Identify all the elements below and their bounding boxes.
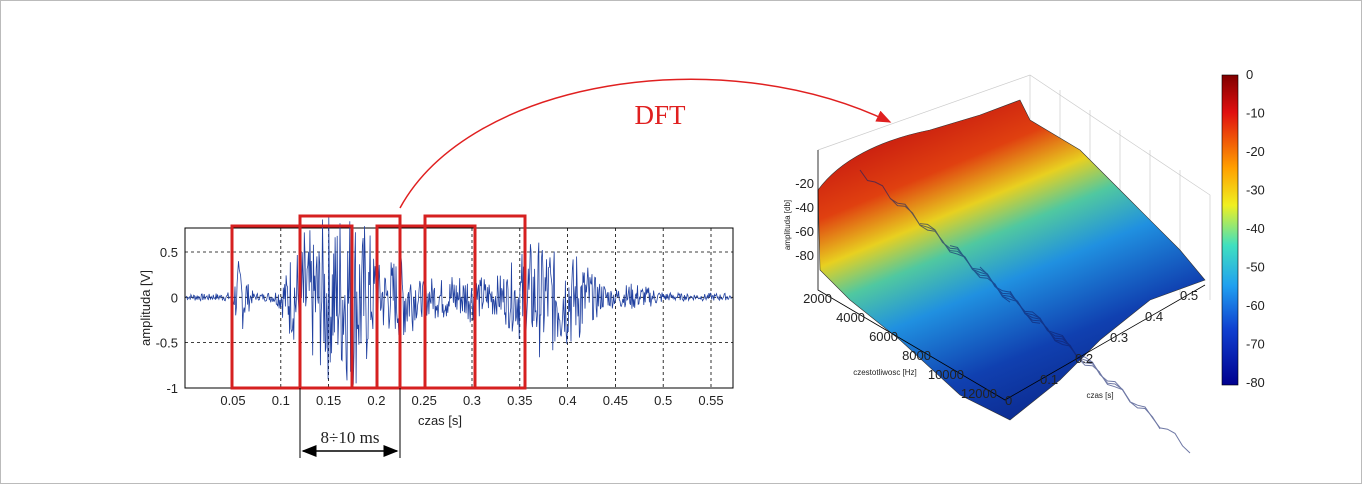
dft-arrow (399, 78, 892, 209)
z-axis-label: amplituda [db] (783, 200, 792, 250)
colorbar-tick-label: -30 (1246, 183, 1265, 198)
axis-lines (817, 150, 1206, 401)
x-tick-label: 0.45 (603, 393, 628, 408)
surface-ridges (859, 169, 1191, 454)
time-tick-label: 0.1 (1040, 372, 1058, 387)
z-tick-label: -20 (795, 176, 814, 191)
y-axis-label: amplituda [V] (138, 270, 153, 346)
freq-tick-label: 12000 (961, 386, 997, 401)
colorbar-tick-label: -60 (1246, 298, 1265, 313)
window-box (230, 224, 354, 390)
time-axis-label: czas [s] (1086, 391, 1113, 400)
waveform-trace (185, 217, 732, 385)
ridge (859, 169, 1011, 303)
colorbar-tick-label: -50 (1246, 260, 1265, 275)
y-tick-label: 0.5 (160, 245, 178, 260)
colorbar-tick-label: 0 (1246, 67, 1253, 82)
z-tick-label: -60 (795, 224, 814, 239)
colorbar-tick-label: -80 (1246, 375, 1265, 390)
colorbar-tick-label: -20 (1246, 144, 1265, 159)
window-box (298, 214, 402, 390)
x-tick-label: 0.5 (654, 393, 672, 408)
colorbar-tick-label: -10 (1246, 106, 1265, 121)
dft-label: DFT (634, 100, 686, 130)
freq-tick-label: 8000 (902, 348, 931, 363)
ridge (1009, 290, 1161, 430)
time-tick-label: 0.5 (1180, 288, 1198, 303)
surface (817, 99, 1206, 421)
x-tick-label: 0.1 (272, 393, 290, 408)
colorbar-tick-label: -40 (1246, 221, 1265, 236)
analysis-windows (230, 214, 527, 390)
spectrum-plot: amplituda [db] czestotliwosc [Hz] czas [… (783, 67, 1265, 454)
freq-tick-label: 4000 (836, 310, 865, 325)
x-tick-label: 0.55 (698, 393, 723, 408)
z-tick-label: -40 (795, 200, 814, 215)
freq-tick-label: 6000 (869, 329, 898, 344)
time-tick-label: 0.2 (1075, 351, 1093, 366)
window-length: 8÷10 ms (299, 388, 401, 458)
x-tick-label: 0.2 (367, 393, 385, 408)
x-axis-label: czas [s] (418, 413, 462, 428)
axes-box (184, 227, 734, 389)
colorbar (1221, 74, 1239, 386)
x-tick-label: 0.3 (463, 393, 481, 408)
y-tick-label: 0 (171, 290, 178, 305)
freq-axis-label: czestotliwosc [Hz] (853, 368, 917, 377)
x-tick-label: 0.25 (412, 393, 437, 408)
x-tick-label: 0.15 (316, 393, 341, 408)
time-tick-label: 0 (1005, 393, 1012, 408)
freq-tick-label: 10000 (928, 367, 964, 382)
x-tick-label: 0.05 (220, 393, 245, 408)
window-box (423, 214, 527, 390)
z-tick-label: -80 (795, 248, 814, 263)
time-tick-label: 0.3 (1110, 330, 1128, 345)
time-tick-label: 0.4 (1145, 309, 1163, 324)
ridge (1039, 318, 1191, 454)
x-tick-label: 0.35 (507, 393, 532, 408)
freq-tick-label: 2000 (803, 291, 832, 306)
x-tick-label: 0.4 (559, 393, 577, 408)
y-tick-label: -0.5 (156, 336, 178, 351)
y-tick-label: -1 (166, 381, 178, 396)
colorbar-tick-label: -70 (1246, 337, 1265, 352)
window-length-label: 8÷10 ms (321, 428, 380, 447)
